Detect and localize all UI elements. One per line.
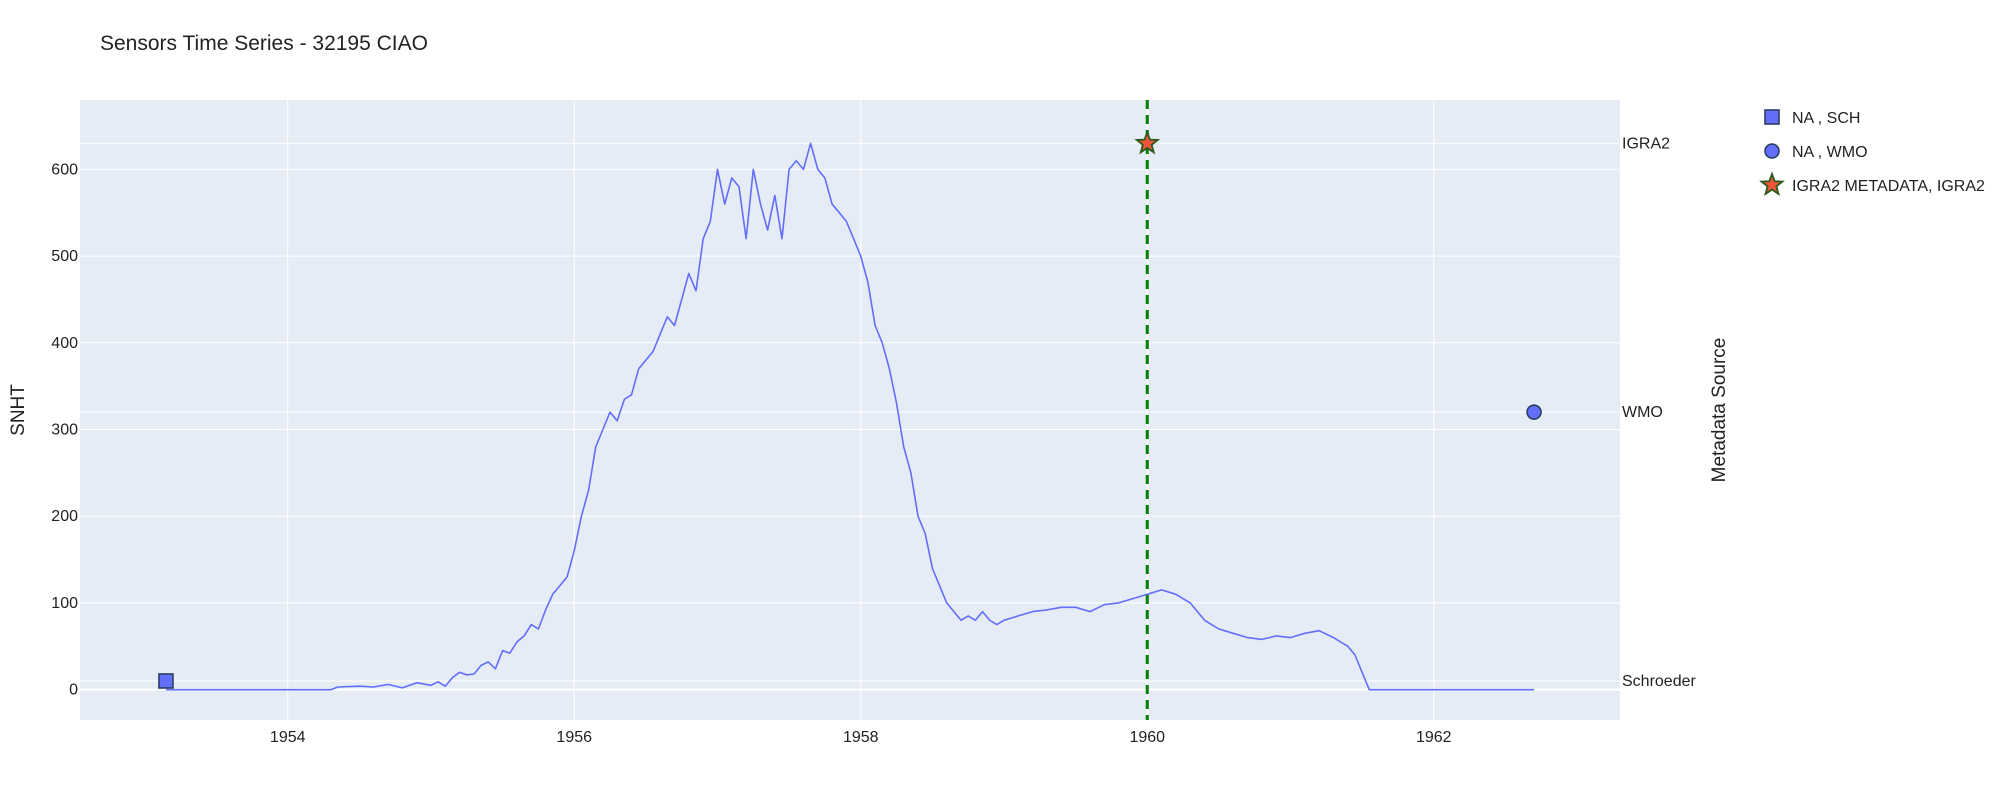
grid [80, 100, 1620, 720]
series-layer [166, 142, 1534, 691]
y2-category-label: Schroeder [1622, 673, 1696, 690]
legend-label: IGRA2 METADATA, IGRA2 [1792, 178, 1985, 195]
x-tick-label: 1960 [1129, 729, 1165, 746]
legend-label: NA , SCH [1792, 110, 1860, 127]
series-line [166, 142, 1534, 691]
y-tick-label: 500 [51, 248, 78, 265]
y-tick-label: 0 [69, 682, 78, 699]
chart-title: Sensors Time Series - 32195 CIAO [100, 32, 428, 55]
data-marker [158, 673, 174, 689]
x-tick-label: 1954 [270, 729, 306, 746]
data-marker [1134, 129, 1161, 155]
marker-layer [158, 129, 1542, 689]
y2-category-labels: Schroeder WMO IGRA2 [1622, 135, 1696, 690]
x-tick-label: 1956 [556, 729, 592, 746]
legend-symbol [1759, 171, 1785, 196]
legend-label: NA , WMO [1792, 144, 1868, 161]
y-tick-label: 100 [51, 595, 78, 612]
x-tick-label: 1962 [1416, 729, 1452, 746]
plot-area[interactable] [80, 100, 1620, 720]
legend-symbol [1764, 109, 1780, 125]
y2-axis-title: Metadata Source [1709, 338, 1730, 483]
x-tick-label: 1958 [843, 729, 879, 746]
y-tick-label: 200 [51, 508, 78, 525]
data-marker [1526, 404, 1542, 420]
y-tick-label: 300 [51, 422, 78, 439]
y-tick-label: 400 [51, 335, 78, 352]
y-axis-title: SNHT [8, 384, 29, 436]
y-tick-label: 600 [51, 161, 78, 178]
y2-category-label: IGRA2 [1622, 135, 1670, 152]
legend: NA , SCH NA , WMO IGRA2 METADATA, IGRA2 [1759, 109, 1985, 196]
legend-symbol [1764, 143, 1780, 159]
y2-category-label: WMO [1622, 404, 1663, 421]
ticks: 1954 1956 1958 1960 1962 0 100 200 300 400 500 600 [51, 161, 1451, 746]
